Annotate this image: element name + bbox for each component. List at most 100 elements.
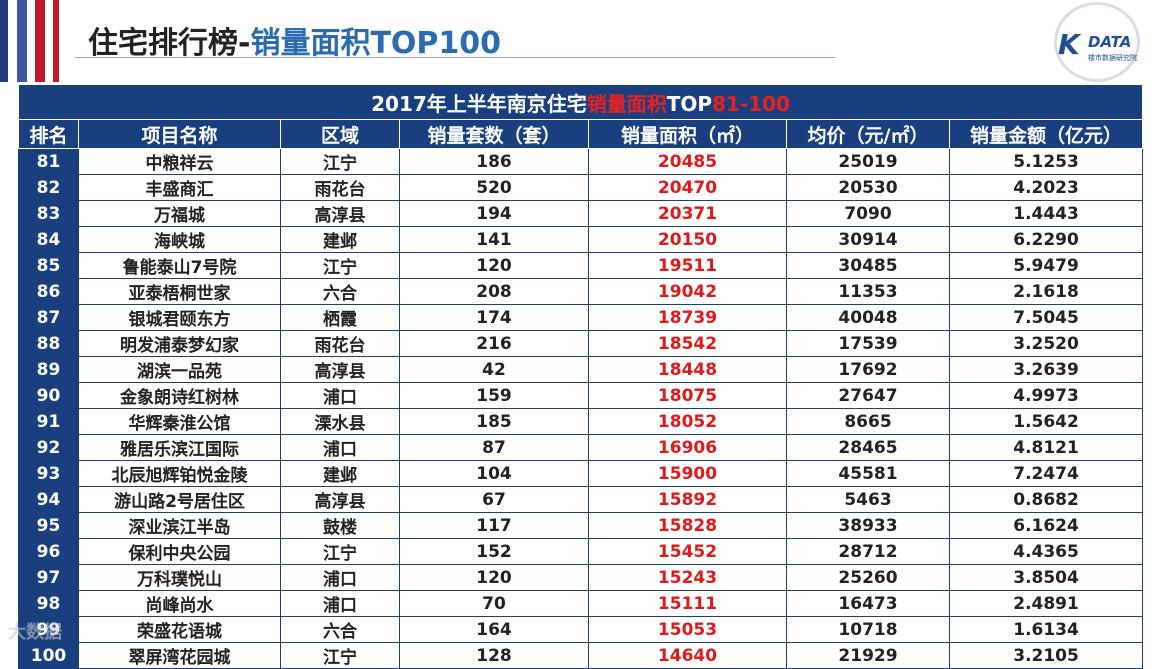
price-cell: 16473 — [786, 590, 950, 617]
project-cell: 游山路2号居住区 — [78, 486, 281, 513]
rank-cell: 83 — [18, 200, 79, 227]
page-title: 住宅排行榜-销量面积TOP100 — [88, 18, 501, 62]
price-cell: 7090 — [786, 200, 950, 227]
amount-cell: 3.8504 — [948, 564, 1144, 591]
district-cell: 江宁 — [280, 252, 400, 279]
district-cell: 建邺 — [280, 226, 400, 253]
table-row: 92 雅居乐滨江国际 浦口 87 16906 28465 4.8121 — [18, 434, 1144, 461]
column-header-rank: 排名 — [18, 119, 79, 149]
project-cell: 荣盛花语城 — [78, 616, 281, 643]
district-cell: 雨花台 — [280, 174, 400, 201]
table-row: 91 华辉秦淮公馆 溧水县 185 18052 8665 1.5642 — [18, 408, 1144, 435]
district-cell: 六合 — [280, 278, 400, 305]
units-cell: 120 — [399, 252, 589, 279]
rank-cell: 94 — [18, 486, 79, 513]
table-row: 87 银城君颐东方 栖霞 174 18739 40048 7.5045 — [18, 304, 1144, 331]
area-cell: 16906 — [588, 434, 787, 461]
rank-cell: 100 — [18, 642, 79, 669]
watermark: 大数据 — [8, 622, 62, 643]
table-row: 82 丰盛商汇 雨花台 520 20470 20530 4.2023 — [18, 174, 1144, 201]
table-row: 84 海峡城 建邺 141 20150 30914 6.2290 — [18, 226, 1144, 253]
amount-cell: 4.9973 — [948, 382, 1144, 409]
table-row: 88 明发浦泰梦幻家 雨花台 216 18542 17539 3.2520 — [18, 330, 1144, 357]
amount-cell: 1.5642 — [948, 408, 1144, 435]
area-cell: 15452 — [588, 538, 787, 565]
ranking-table-container: 2017年上半年南京住宅销量面积TOP81-100 排名 项目名称 区域 销量套… — [17, 84, 1144, 669]
units-cell: 87 — [399, 434, 589, 461]
project-cell: 保利中央公园 — [78, 538, 281, 565]
rank-cell: 86 — [18, 278, 79, 305]
table-row: 83 万福城 高淳县 194 20371 7090 1.4443 — [18, 200, 1144, 227]
amount-cell: 4.2023 — [948, 174, 1144, 201]
district-cell: 江宁 — [280, 148, 400, 175]
amount-cell: 7.5045 — [948, 304, 1144, 331]
decor-stripe — [0, 0, 8, 82]
rank-cell: 93 — [18, 460, 79, 487]
column-header-units: 销量套数（套） — [399, 119, 589, 149]
page-title-main: 住宅排行榜- — [88, 26, 251, 61]
price-cell: 17539 — [786, 330, 950, 357]
units-cell: 194 — [399, 200, 589, 227]
amount-cell: 6.1624 — [948, 512, 1144, 539]
district-cell: 浦口 — [280, 382, 400, 409]
price-cell: 17692 — [786, 356, 950, 383]
project-cell: 海峡城 — [78, 226, 281, 253]
project-cell: 华辉秦淮公馆 — [78, 408, 281, 435]
area-cell: 19511 — [588, 252, 787, 279]
units-cell: 186 — [399, 148, 589, 175]
district-cell: 建邺 — [280, 460, 400, 487]
district-cell: 江宁 — [280, 642, 400, 669]
project-cell: 亚泰梧桐世家 — [78, 278, 281, 305]
column-header-district: 区域 — [280, 119, 400, 149]
price-cell: 30485 — [786, 252, 950, 279]
table-row: 81 中粮祥云 江宁 186 20485 25019 5.1253 — [18, 148, 1144, 175]
project-cell: 湖滨一品苑 — [78, 356, 281, 383]
price-cell: 30914 — [786, 226, 950, 253]
project-cell: 明发浦泰梦幻家 — [78, 330, 281, 357]
table-row: 99 荣盛花语城 六合 164 15053 10718 1.6134 — [18, 616, 1144, 643]
amount-cell: 5.1253 — [948, 148, 1144, 175]
caption-range: 81-100 — [712, 91, 790, 116]
price-cell: 5463 — [786, 486, 950, 513]
area-cell: 15243 — [588, 564, 787, 591]
area-cell: 18739 — [588, 304, 787, 331]
project-cell: 万科璞悦山 — [78, 564, 281, 591]
decor-stripe — [45, 0, 53, 82]
amount-cell: 1.6134 — [948, 616, 1144, 643]
units-cell: 216 — [399, 330, 589, 357]
price-cell: 25260 — [786, 564, 950, 591]
units-cell: 128 — [399, 642, 589, 669]
units-cell: 159 — [399, 382, 589, 409]
title-divider — [75, 57, 835, 58]
area-cell: 15111 — [588, 590, 787, 617]
amount-cell: 1.4443 — [948, 200, 1144, 227]
logo-subtitle: 楼市数据研究院 — [1088, 54, 1137, 62]
area-cell: 18052 — [588, 408, 787, 435]
table-row: 86 亚泰梧桐世家 六合 208 19042 11353 2.1618 — [18, 278, 1144, 305]
table-row: 100 翠屏湾花园城 江宁 128 14640 21929 3.2105 — [18, 642, 1144, 669]
district-cell: 浦口 — [280, 434, 400, 461]
price-cell: 45581 — [786, 460, 950, 487]
rank-cell: 81 — [18, 148, 79, 175]
table-row: 85 鲁能泰山7号院 江宁 120 19511 30485 5.9479 — [18, 252, 1144, 279]
amount-cell: 4.8121 — [948, 434, 1144, 461]
district-cell: 雨花台 — [280, 330, 400, 357]
column-header-project: 项目名称 — [78, 119, 281, 149]
project-cell: 万福城 — [78, 200, 281, 227]
area-cell: 19042 — [588, 278, 787, 305]
units-cell: 208 — [399, 278, 589, 305]
area-cell: 14640 — [588, 642, 787, 669]
district-cell: 六合 — [280, 616, 400, 643]
units-cell: 141 — [399, 226, 589, 253]
table-row: 98 尚峰尚水 浦口 70 15111 16473 2.4891 — [18, 590, 1144, 617]
amount-cell: 6.2290 — [948, 226, 1144, 253]
decor-stripe — [8, 0, 17, 82]
price-cell: 8665 — [786, 408, 950, 435]
district-cell: 浦口 — [280, 590, 400, 617]
column-header-price: 均价（元/㎡） — [786, 119, 950, 149]
district-cell: 高淳县 — [280, 356, 400, 383]
units-cell: 104 — [399, 460, 589, 487]
decor-stripe — [27, 0, 35, 82]
project-cell: 金象朗诗红树林 — [78, 382, 281, 409]
units-cell: 42 — [399, 356, 589, 383]
